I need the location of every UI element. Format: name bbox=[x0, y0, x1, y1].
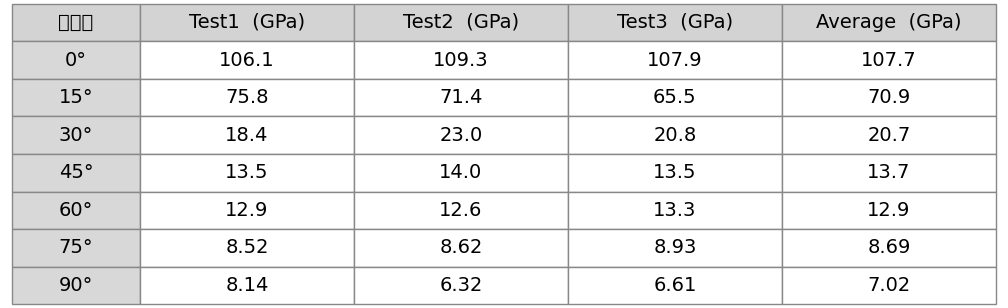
Bar bbox=[354, 41, 568, 79]
Bar bbox=[12, 79, 140, 116]
Text: 23.0: 23.0 bbox=[439, 126, 483, 145]
Text: 13.7: 13.7 bbox=[867, 163, 910, 182]
Text: Test2  (GPa): Test2 (GPa) bbox=[403, 13, 519, 32]
Bar bbox=[568, 154, 782, 192]
Bar bbox=[782, 41, 996, 79]
Bar bbox=[12, 116, 140, 154]
Bar bbox=[568, 41, 782, 79]
Text: 6.61: 6.61 bbox=[653, 276, 697, 295]
Text: 71.4: 71.4 bbox=[439, 88, 483, 107]
Bar bbox=[568, 229, 782, 267]
Text: 75°: 75° bbox=[58, 238, 94, 257]
Bar bbox=[12, 41, 140, 79]
Text: 20.7: 20.7 bbox=[867, 126, 910, 145]
Text: 14.0: 14.0 bbox=[439, 163, 483, 182]
Text: Average  (GPa): Average (GPa) bbox=[816, 13, 962, 32]
Text: 30°: 30° bbox=[58, 126, 93, 145]
Bar bbox=[782, 192, 996, 229]
Text: Test3  (GPa): Test3 (GPa) bbox=[617, 13, 733, 32]
Text: 107.7: 107.7 bbox=[861, 51, 916, 70]
Bar bbox=[782, 79, 996, 116]
Bar bbox=[354, 116, 568, 154]
Bar bbox=[12, 154, 140, 192]
Text: 15°: 15° bbox=[58, 88, 94, 107]
Text: 8.14: 8.14 bbox=[226, 276, 269, 295]
Text: 8.93: 8.93 bbox=[653, 238, 697, 257]
Bar bbox=[140, 229, 354, 267]
Text: 12.9: 12.9 bbox=[226, 201, 269, 220]
Bar bbox=[140, 79, 354, 116]
Text: 20.8: 20.8 bbox=[653, 126, 697, 145]
Bar bbox=[354, 154, 568, 192]
Bar bbox=[12, 267, 140, 304]
Text: 90°: 90° bbox=[58, 276, 93, 295]
Bar bbox=[354, 4, 568, 41]
Bar bbox=[12, 229, 140, 267]
Text: 13.3: 13.3 bbox=[653, 201, 697, 220]
Text: 109.3: 109.3 bbox=[433, 51, 489, 70]
Text: 12.9: 12.9 bbox=[867, 201, 910, 220]
Text: 107.9: 107.9 bbox=[647, 51, 703, 70]
Bar bbox=[12, 4, 140, 41]
Bar bbox=[12, 192, 140, 229]
Text: 60°: 60° bbox=[58, 201, 93, 220]
Text: 8.69: 8.69 bbox=[867, 238, 910, 257]
Bar bbox=[140, 154, 354, 192]
Bar bbox=[140, 4, 354, 41]
Bar bbox=[782, 4, 996, 41]
Bar bbox=[354, 79, 568, 116]
Text: 8.52: 8.52 bbox=[225, 238, 269, 257]
Text: 0°: 0° bbox=[66, 51, 87, 70]
Bar bbox=[354, 229, 568, 267]
Text: 45°: 45° bbox=[58, 163, 94, 182]
Text: 70.9: 70.9 bbox=[867, 88, 910, 107]
Text: 12.6: 12.6 bbox=[439, 201, 483, 220]
Text: 75.8: 75.8 bbox=[225, 88, 269, 107]
Text: 6.32: 6.32 bbox=[439, 276, 483, 295]
Bar bbox=[140, 116, 354, 154]
Bar bbox=[568, 4, 782, 41]
Text: Test1  (GPa): Test1 (GPa) bbox=[188, 13, 305, 32]
Bar bbox=[782, 267, 996, 304]
Bar bbox=[568, 267, 782, 304]
Text: 적층각: 적층각 bbox=[58, 13, 94, 32]
Text: 13.5: 13.5 bbox=[653, 163, 697, 182]
Text: 18.4: 18.4 bbox=[226, 126, 269, 145]
Bar bbox=[782, 116, 996, 154]
Bar bbox=[782, 229, 996, 267]
Bar bbox=[140, 192, 354, 229]
Bar bbox=[782, 154, 996, 192]
Text: 106.1: 106.1 bbox=[219, 51, 275, 70]
Text: 65.5: 65.5 bbox=[653, 88, 697, 107]
Bar bbox=[354, 192, 568, 229]
Text: 8.62: 8.62 bbox=[439, 238, 483, 257]
Bar bbox=[568, 116, 782, 154]
Bar bbox=[354, 267, 568, 304]
Text: 7.02: 7.02 bbox=[867, 276, 910, 295]
Bar bbox=[568, 192, 782, 229]
Bar bbox=[140, 267, 354, 304]
Bar bbox=[140, 41, 354, 79]
Text: 13.5: 13.5 bbox=[225, 163, 269, 182]
Bar bbox=[568, 79, 782, 116]
